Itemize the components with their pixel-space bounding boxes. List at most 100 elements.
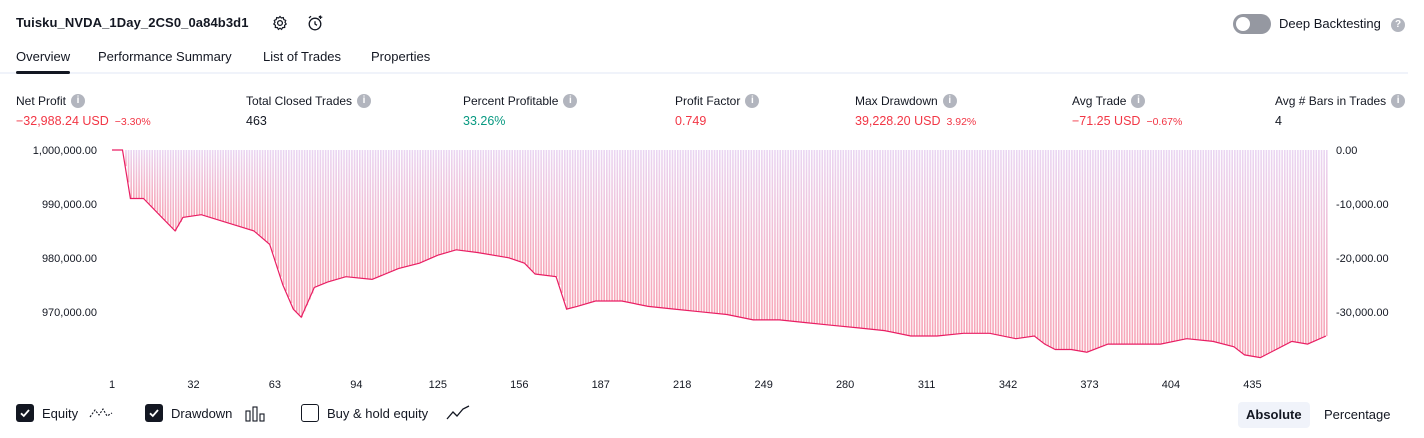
drawdown-bar bbox=[1323, 150, 1325, 338]
drawdown-bar bbox=[616, 150, 619, 301]
drawdown-bar bbox=[634, 150, 637, 304]
tab-performance-summary[interactable]: Performance Summary bbox=[98, 49, 232, 64]
info-icon[interactable]: i bbox=[71, 94, 86, 108]
info-icon[interactable]: i bbox=[563, 94, 578, 108]
drawdown-bar bbox=[493, 150, 495, 256]
drawdown-bar bbox=[821, 150, 824, 325]
drawdown-bar bbox=[853, 150, 855, 328]
drawdown-bar bbox=[1241, 150, 1244, 353]
drawdown-bar bbox=[784, 150, 787, 321]
drawdown-bar bbox=[224, 150, 227, 222]
x-tick-label: 342 bbox=[999, 379, 1017, 391]
drawdown-bar bbox=[127, 150, 130, 183]
drawdown-bar bbox=[842, 150, 845, 327]
drawdown-bar bbox=[1160, 150, 1163, 345]
drawdown-bar bbox=[1194, 150, 1197, 340]
strategy-title: Tuisku_NVDA_1Day_2CS0_0a84b3d1 bbox=[16, 15, 249, 30]
metric-label: Net Profit bbox=[16, 94, 67, 108]
drawdown-bar bbox=[1128, 150, 1131, 345]
drawdown-bar bbox=[453, 150, 456, 251]
info-icon[interactable]: i bbox=[1131, 94, 1146, 108]
drawdown-bar bbox=[611, 150, 613, 301]
info-icon[interactable]: i bbox=[745, 94, 760, 108]
tab-properties[interactable]: Properties bbox=[371, 49, 431, 64]
x-axis: 1 32 63 94 125 156 187 218 249 280 311 342 373 404 435 bbox=[109, 379, 1262, 391]
drawdown-bar bbox=[469, 150, 471, 252]
drawdown-bar bbox=[1018, 150, 1021, 339]
drawdown-bar bbox=[966, 150, 968, 334]
tab-list-of-trades[interactable]: List of Trades bbox=[263, 49, 342, 64]
drawdown-bar bbox=[356, 150, 358, 278]
drawdown-bar bbox=[984, 150, 986, 334]
drawdown-bar bbox=[808, 150, 810, 323]
drawdown-bar bbox=[280, 150, 282, 277]
drawdown-bar bbox=[697, 150, 700, 312]
absolute-button[interactable]: Absolute bbox=[1238, 402, 1310, 428]
drawdown-bar bbox=[164, 150, 167, 221]
drawdown-bar bbox=[1165, 150, 1168, 344]
drawdown-bar bbox=[1047, 150, 1050, 346]
alarm-add-icon[interactable] bbox=[304, 12, 326, 34]
drawdown-bar bbox=[1044, 150, 1047, 345]
drawdown-bar bbox=[445, 150, 448, 253]
percentage-button[interactable]: Percentage bbox=[1324, 407, 1391, 422]
drawdown-bar bbox=[1079, 150, 1081, 351]
drawdown-bar bbox=[387, 150, 390, 273]
drawdown-bar bbox=[1210, 150, 1212, 342]
drawdown-bar bbox=[261, 150, 264, 238]
metric-total-closed-trades: Total Closed Trades i 463 bbox=[246, 94, 372, 128]
drawdown-bar bbox=[579, 150, 582, 306]
drawdown-bar bbox=[619, 150, 621, 301]
y-right-tick-label: -30,000.00 bbox=[1336, 307, 1389, 319]
info-icon[interactable]: i bbox=[357, 94, 372, 108]
drawdown-bar bbox=[506, 150, 508, 258]
buy-hold-checkbox[interactable] bbox=[301, 404, 319, 422]
drawdown-bar bbox=[185, 150, 188, 218]
drawdown-bar bbox=[947, 150, 950, 335]
drawdown-bar bbox=[1202, 150, 1205, 341]
info-icon[interactable]: i bbox=[942, 94, 957, 108]
drawdown-bar bbox=[713, 150, 716, 314]
drawdown-bar bbox=[500, 150, 503, 257]
drawdown-bar bbox=[753, 150, 755, 320]
help-icon[interactable]: ? bbox=[1391, 18, 1405, 32]
drawdown-bar bbox=[1152, 150, 1155, 345]
drawdown-bar bbox=[364, 150, 366, 279]
drawdown-bar bbox=[676, 150, 679, 310]
drawdown-bar bbox=[335, 150, 337, 280]
drawdown-bar bbox=[1031, 150, 1034, 337]
metric-value: 463 bbox=[246, 114, 267, 128]
settings-icon[interactable] bbox=[269, 12, 291, 34]
drawdown-bar bbox=[1270, 150, 1273, 353]
drawdown-bar bbox=[831, 150, 834, 326]
drawdown-bar bbox=[1121, 150, 1123, 345]
drawdown-bar bbox=[942, 150, 944, 336]
drawdown-bar bbox=[1315, 150, 1318, 341]
drawdown-bar bbox=[209, 150, 211, 218]
drawdown-checkbox[interactable] bbox=[145, 404, 163, 422]
drawdown-bar bbox=[1057, 150, 1060, 350]
tab-overview[interactable]: Overview bbox=[16, 49, 71, 74]
drawdown-bar bbox=[527, 150, 529, 266]
deep-backtesting-toggle[interactable] bbox=[1233, 14, 1271, 34]
drawdown-bar bbox=[1039, 150, 1042, 341]
x-tick-label: 1 bbox=[109, 379, 115, 391]
drawdown-bar bbox=[719, 150, 721, 314]
drawdown-bar bbox=[561, 150, 563, 293]
drawdown-bar bbox=[1199, 150, 1202, 341]
drawdown-bar bbox=[944, 150, 947, 336]
drawdown-bar bbox=[182, 150, 185, 218]
x-tick-label: 373 bbox=[1080, 379, 1098, 391]
info-icon[interactable]: i bbox=[1391, 94, 1406, 108]
equity-checkbox[interactable] bbox=[16, 404, 34, 422]
metric-max-drawdown: Max Drawdown i 39,228.20 USD 3.92% bbox=[855, 94, 976, 128]
drawdown-bar bbox=[377, 150, 379, 278]
drawdown-bar bbox=[881, 150, 884, 331]
drawdown-bar bbox=[340, 150, 343, 279]
equity-chart[interactable]: 1,000,000.00 990,000.00 980,000.00 970,000.… bbox=[0, 138, 1424, 400]
metric-value: −32,988.24 USD bbox=[16, 114, 109, 128]
drawdown-bar bbox=[653, 150, 655, 307]
drawdown-bar bbox=[432, 150, 435, 258]
drawdown-bar bbox=[1289, 150, 1291, 343]
drawdown-bar bbox=[374, 150, 377, 279]
